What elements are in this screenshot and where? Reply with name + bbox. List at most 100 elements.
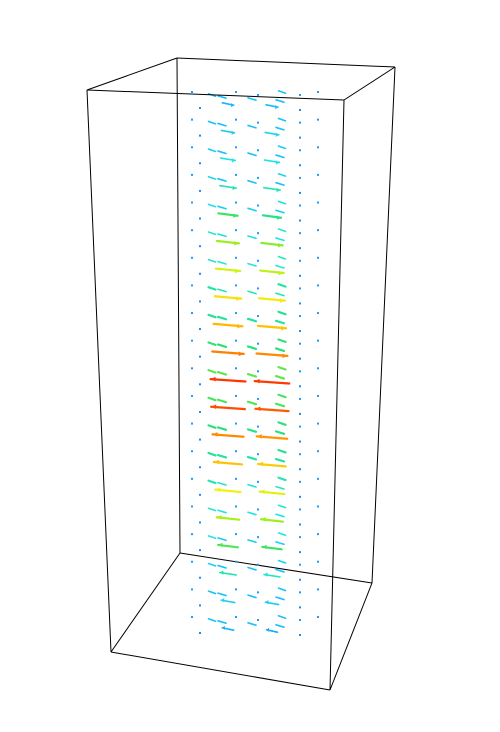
vector-front-right-15-head — [261, 517, 266, 522]
vector-front-left-19-head — [222, 625, 225, 630]
point-side-right-16 — [299, 551, 301, 554]
point-side-left-15 — [199, 521, 201, 524]
vector-back-14-4 — [277, 476, 287, 482]
point-back-5-2 — [235, 229, 237, 232]
point-side-right-19 — [299, 634, 301, 636]
point-side-left-8 — [199, 328, 201, 331]
vector-back-18-1 — [207, 590, 217, 595]
vector-front-left-7-head — [236, 296, 242, 301]
vector-front-right-14-head — [259, 489, 265, 494]
point-side-left-10 — [199, 383, 201, 386]
vector-mid-16-1 — [247, 539, 257, 544]
point-back-19-5 — [299, 619, 301, 621]
vector-back-3-1 — [207, 175, 217, 180]
point-back-19-0 — [191, 616, 193, 618]
vector-back-19-4 — [277, 614, 287, 620]
vector-mid-18-2 — [275, 596, 285, 601]
point-back-6-2 — [235, 256, 237, 259]
point-back-8-2 — [235, 312, 237, 315]
vector-back-3-4 — [277, 172, 287, 177]
vector-back-10-1 — [207, 369, 217, 374]
point-side-right-12 — [299, 440, 301, 443]
point-back-18-3 — [257, 591, 259, 594]
vector-mid-17-1 — [247, 566, 257, 571]
vector-front-left-15-head — [216, 515, 222, 520]
point-side-left-17 — [199, 576, 201, 579]
point-back-11-0 — [191, 394, 193, 397]
vector-mid-19-0 — [217, 619, 227, 625]
point-back-16-0 — [191, 533, 193, 536]
vector-front-right-2-head — [276, 160, 280, 165]
vector-mid-5-2 — [275, 237, 285, 242]
point-side-right-0 — [299, 109, 301, 111]
point-side-left-12 — [199, 438, 201, 441]
point-side-right-10 — [299, 385, 301, 388]
point-back-10-2 — [235, 367, 237, 370]
point-back-17-6 — [317, 560, 319, 563]
vector-mid-14-1 — [247, 483, 257, 488]
vector-front-left-0-head — [231, 103, 234, 108]
box-edge-bottom-right — [329, 582, 373, 691]
point-back-17-5 — [299, 563, 301, 566]
vector-back-7-1 — [207, 286, 217, 291]
point-side-right-14 — [299, 495, 301, 498]
vector-mid-1-0 — [217, 122, 227, 127]
vector-front-left-6-head — [235, 268, 241, 274]
point-back-1-3 — [257, 121, 259, 124]
vector-mid-6-0 — [217, 260, 227, 265]
point-side-left-5 — [199, 245, 201, 248]
point-back-11-3 — [257, 397, 259, 400]
vector-back-18-4 — [277, 587, 287, 592]
box-edge-front-left — [86, 89, 112, 653]
vector-front-right-7-head — [279, 298, 285, 303]
vector-mid-16-0 — [217, 537, 227, 542]
vector-mid-15-1 — [247, 511, 257, 516]
point-back-12-5 — [299, 425, 301, 428]
vector-front-right-8-head — [281, 326, 287, 331]
box-edge-front-top — [86, 89, 345, 101]
point-back-19-3 — [257, 619, 259, 621]
vector-back-12-4 — [277, 421, 287, 426]
bounding-box-back-edges — [110, 57, 396, 653]
vector-front-right-12-head — [256, 434, 262, 439]
point-back-10-5 — [299, 370, 301, 373]
point-back-1-6 — [317, 118, 319, 121]
point-back-1-2 — [235, 118, 237, 121]
vector-front-left-9-head — [238, 351, 244, 357]
vector-front-right-13-head — [258, 461, 264, 467]
point-back-5-0 — [191, 229, 193, 232]
point-side-left-7 — [199, 300, 201, 303]
point-side-left-0 — [199, 107, 201, 109]
vector-front-left-10-head — [210, 376, 216, 382]
point-back-18-0 — [191, 588, 193, 591]
vector-mid-11-0 — [216, 398, 228, 404]
vector-front-left-8-head — [237, 324, 243, 329]
point-side-right-7 — [299, 302, 301, 305]
point-back-6-5 — [299, 259, 301, 262]
vector-back-14-1 — [207, 479, 217, 485]
box-edge-front-right — [329, 99, 345, 691]
point-back-3-3 — [257, 176, 259, 179]
vector-mid-19-1 — [247, 621, 257, 627]
vector-mid-8-0 — [216, 315, 228, 321]
vector-front-right-9 — [255, 352, 289, 357]
point-side-left-1 — [199, 134, 201, 137]
vector-back-1-4 — [277, 117, 287, 122]
point-back-16-2 — [235, 533, 237, 536]
vector-mid-14-2 — [275, 485, 285, 490]
vector-mid-10-2 — [274, 375, 286, 380]
vector-front-left-13-head — [213, 459, 219, 465]
vector-front-right-1-head — [275, 132, 279, 138]
vector-back-11-1 — [207, 396, 217, 402]
box-edge-back-left — [176, 57, 181, 554]
point-back-10-3 — [257, 370, 259, 373]
point-back-0-5 — [299, 94, 301, 96]
point-back-14-2 — [235, 477, 237, 480]
vector-mid-17-2 — [275, 568, 285, 573]
vector-mid-17-0 — [217, 564, 227, 569]
vector-back-8-4 — [277, 310, 287, 316]
point-side-left-19 — [199, 632, 201, 634]
vector-mid-11-1 — [246, 400, 258, 406]
point-side-left-18 — [199, 604, 201, 607]
